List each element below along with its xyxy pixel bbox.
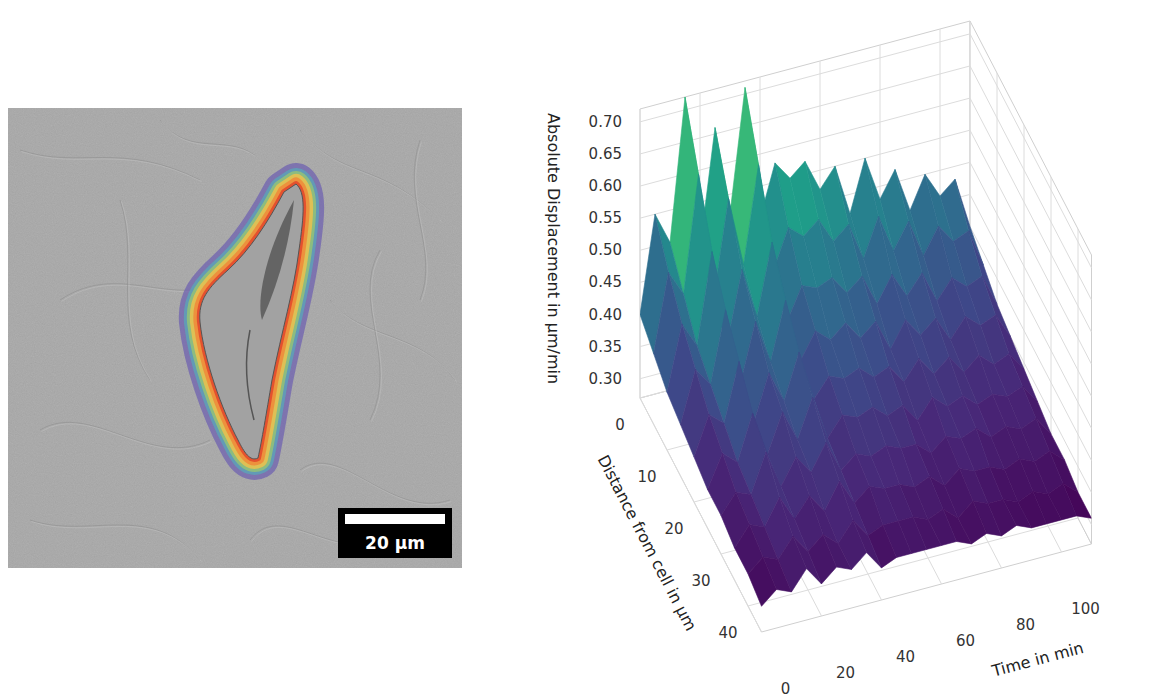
grid-line bbox=[640, 34, 970, 122]
distance-band bbox=[200, 184, 303, 459]
fibre bbox=[120, 200, 150, 380]
z-tick-label: 0.35 bbox=[589, 338, 622, 356]
surface-cell bbox=[748, 557, 777, 606]
figure: 20 µm 0.30 0.35 0.40 0.45 0.50 0.55 0.60 0.65 0.7… bbox=[0, 0, 1150, 699]
fibre bbox=[30, 520, 200, 560]
y-axis-title: Distance from cell in µm bbox=[594, 452, 701, 634]
fibre bbox=[160, 120, 260, 160]
cell-body bbox=[200, 184, 303, 459]
x-axis-title: Time in min bbox=[989, 638, 1086, 681]
micrograph-background bbox=[8, 108, 462, 568]
grid-line bbox=[970, 130, 1092, 364]
labels: 0.30 0.35 0.40 0.45 0.50 0.55 0.60 0.65 0.70 0 10 2… bbox=[544, 113, 1100, 698]
surface-cell bbox=[808, 535, 837, 584]
micrograph-texture bbox=[8, 108, 462, 568]
fibre-highlight bbox=[416, 142, 428, 302]
grid-line bbox=[970, 34, 1092, 268]
fibre bbox=[40, 422, 210, 447]
y-tick-label: 10 bbox=[637, 468, 656, 486]
cell-streak bbox=[260, 200, 294, 320]
fibre-highlight bbox=[302, 465, 452, 505]
fibre-highlight bbox=[32, 522, 202, 562]
z-tick-label: 0.70 bbox=[589, 113, 622, 131]
grid-line bbox=[970, 227, 1092, 461]
y-tick-label: 20 bbox=[664, 520, 683, 538]
grid-line bbox=[970, 66, 1092, 300]
x-tick-label: 100 bbox=[1071, 600, 1100, 618]
distance-band bbox=[200, 184, 303, 459]
x-tick-label: 20 bbox=[836, 664, 855, 682]
scale-bar-label: 20 µm bbox=[365, 533, 425, 553]
x-tick-label: 80 bbox=[1016, 616, 1035, 634]
y-tick-label: 0 bbox=[615, 416, 625, 434]
distance-band bbox=[200, 184, 303, 459]
axes-3d bbox=[640, 21, 1092, 632]
z-axis-title: Absolute Displacement in µm/min bbox=[544, 113, 563, 384]
fibre-highlight bbox=[42, 424, 212, 449]
fibre bbox=[20, 150, 200, 180]
x-tick-label: 60 bbox=[956, 632, 975, 650]
grid-line bbox=[970, 291, 1092, 525]
scale-bar-line bbox=[345, 514, 445, 524]
fibre-highlight bbox=[22, 152, 202, 182]
z-tick-label: 0.30 bbox=[589, 370, 622, 388]
fibre-highlight bbox=[332, 302, 457, 382]
fibre-highlight bbox=[122, 202, 152, 382]
z-tick-label: 0.65 bbox=[589, 145, 622, 163]
scale-bar: 20 µm bbox=[338, 508, 452, 558]
z-tick-label: 0.55 bbox=[589, 209, 622, 227]
distance-band bbox=[200, 184, 303, 459]
fibre bbox=[300, 463, 450, 503]
cell-edge bbox=[247, 330, 254, 420]
distance-band bbox=[200, 184, 303, 459]
fibre-highlight bbox=[162, 122, 262, 162]
z-tick-label: 0.45 bbox=[589, 273, 622, 291]
scale-bar-box bbox=[338, 508, 452, 558]
y-tick-label: 30 bbox=[691, 572, 710, 590]
x-tick-label: 40 bbox=[896, 648, 915, 666]
grid-line bbox=[820, 350, 942, 584]
z-tick-label: 0.50 bbox=[589, 241, 622, 259]
grid-line bbox=[640, 109, 641, 398]
y-tick-label: 40 bbox=[718, 624, 737, 642]
fibre-highlight bbox=[372, 252, 382, 422]
z-tick-label: 0.60 bbox=[589, 177, 622, 195]
back-pane bbox=[640, 21, 970, 398]
x-tick-label: 0 bbox=[781, 680, 791, 698]
distance-band bbox=[200, 184, 303, 459]
surface bbox=[640, 87, 1092, 606]
micrograph: 20 µm bbox=[8, 108, 462, 568]
fibre bbox=[414, 140, 426, 300]
fibre bbox=[330, 300, 455, 380]
fibre bbox=[370, 250, 380, 420]
z-tick-label: 0.40 bbox=[589, 306, 622, 324]
